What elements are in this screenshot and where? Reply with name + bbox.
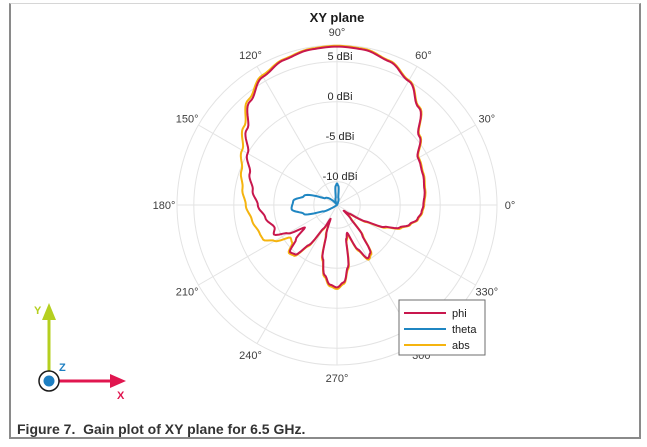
grid-spoke — [336, 204, 476, 286]
legend: phi theta abs — [398, 299, 486, 356]
radial-tick-label: 5 dBi — [327, 51, 352, 63]
angle-tick-label: 90° — [329, 27, 346, 39]
legend-label-phi: phi — [452, 308, 467, 320]
y-arrow-head-icon — [42, 303, 56, 320]
angle-tick-label: 180° — [153, 200, 176, 212]
series-abs-line — [239, 44, 427, 290]
legend-label-theta: theta — [452, 324, 477, 336]
legend-label-abs: abs — [452, 340, 470, 352]
angle-tick-label: 150° — [176, 114, 199, 126]
x-axis-label: X — [117, 390, 125, 402]
grid-spoke — [256, 66, 338, 206]
angle-tick-label: 210° — [176, 287, 199, 299]
figure-frame — [9, 3, 641, 439]
angle-tick-label: 60° — [415, 50, 432, 62]
grid-spoke — [336, 66, 418, 206]
angle-tick-label: 240° — [239, 350, 262, 362]
grid-spoke — [198, 124, 338, 206]
series-lines — [239, 44, 427, 290]
radial-tick-label: -5 dBi — [326, 131, 355, 143]
x-arrow-head-icon — [110, 374, 126, 388]
radial-tick-label: -10 dBi — [323, 171, 358, 183]
angle-tick-label: 120° — [239, 50, 262, 62]
grid-spoke — [336, 124, 476, 206]
z-axis-dot-icon — [43, 375, 55, 387]
angle-tick-label: 30° — [479, 114, 496, 126]
angle-tick-label: 270° — [326, 373, 349, 385]
figure-caption: Figure 7. Gain plot of XY plane for 6.5 … — [17, 421, 306, 437]
series-theta-line — [290, 182, 340, 216]
angle-tick-label: 330° — [475, 287, 498, 299]
series-phi-line — [244, 45, 426, 289]
grid-spoke — [198, 204, 338, 286]
angle-tick-label: 0° — [505, 200, 516, 212]
z-axis-label: Z — [59, 362, 66, 374]
polar-grid: 0°30°60°90°120°150°180°210°240°270°300°3… — [153, 27, 516, 385]
y-axis-label: Y — [34, 305, 42, 317]
chart-title: XY plane — [310, 10, 365, 25]
coordinate-axes-icon: Y X Z — [34, 303, 126, 402]
radial-tick-label: 0 dBi — [327, 91, 352, 103]
